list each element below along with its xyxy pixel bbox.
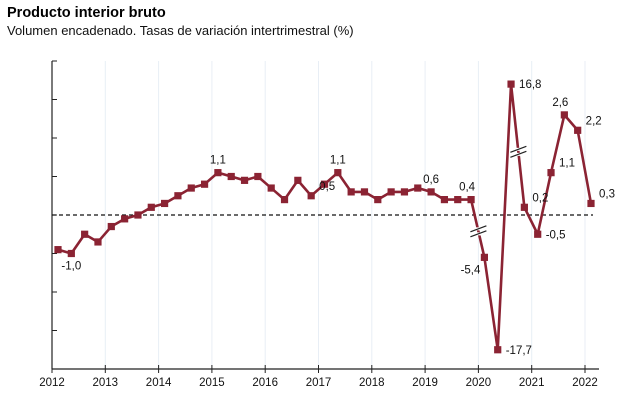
x-tick-label: 2020 bbox=[466, 377, 492, 389]
data-label: 0,2 bbox=[532, 192, 548, 204]
data-point bbox=[67, 249, 75, 258]
data-point bbox=[187, 184, 195, 192]
data-point bbox=[414, 184, 422, 192]
axis-break-marks bbox=[470, 145, 527, 238]
data-point bbox=[307, 192, 315, 200]
data-point bbox=[334, 169, 342, 177]
data-point bbox=[161, 199, 169, 208]
data-label: 0,5 bbox=[319, 181, 335, 193]
data-point bbox=[254, 172, 262, 181]
x-tick-label: 2015 bbox=[199, 377, 225, 389]
x-tick-label: 2012 bbox=[39, 377, 65, 389]
break-mark bbox=[470, 225, 487, 233]
data-point bbox=[520, 203, 528, 211]
data-point bbox=[440, 196, 449, 204]
break-mark bbox=[470, 230, 487, 238]
data-point bbox=[294, 176, 302, 184]
data-point bbox=[320, 180, 329, 188]
data-point bbox=[240, 176, 249, 184]
data-point bbox=[387, 188, 395, 196]
data-point bbox=[360, 188, 369, 196]
data-point bbox=[454, 196, 462, 204]
data-point bbox=[94, 238, 102, 246]
data-point bbox=[214, 169, 222, 177]
data-label: -1,0 bbox=[61, 261, 81, 273]
data-point bbox=[280, 196, 289, 204]
data-point bbox=[227, 172, 235, 181]
data-label: 1,1 bbox=[210, 155, 226, 167]
data-point bbox=[267, 184, 275, 192]
data-point bbox=[467, 196, 475, 204]
data-label: 0,3 bbox=[599, 188, 615, 200]
data-point bbox=[547, 169, 555, 177]
data-point bbox=[534, 230, 542, 238]
data-point bbox=[81, 230, 89, 238]
data-label: 1,1 bbox=[559, 158, 575, 170]
data-point bbox=[587, 199, 595, 208]
chart-title: Producto interior bruto bbox=[7, 5, 166, 21]
data-point bbox=[400, 188, 409, 196]
data-point bbox=[574, 126, 582, 134]
data-point bbox=[134, 211, 142, 219]
x-tick-label: 2018 bbox=[359, 377, 385, 389]
x-tick-labels: 2012 2013 2014 2015 2016 2017 2018 2019 2020 2021… bbox=[39, 377, 598, 389]
data-point bbox=[560, 111, 568, 119]
data-labels: -1,0 1,1 0,5 1,1 0,6 0,4 -5,4 -17,7 16,8 0,2 -0,5 1… bbox=[61, 79, 615, 357]
data-point bbox=[507, 80, 515, 88]
series-pib bbox=[54, 80, 595, 354]
data-point bbox=[347, 188, 355, 196]
data-label: 2,6 bbox=[552, 97, 568, 109]
x-tick-label: 2016 bbox=[252, 377, 278, 389]
x-tick-label: 2019 bbox=[412, 377, 438, 389]
data-point bbox=[374, 196, 382, 204]
x-tick-label: 2017 bbox=[306, 377, 332, 389]
data-label: -0,5 bbox=[546, 229, 566, 241]
data-point bbox=[54, 246, 62, 254]
data-point bbox=[480, 253, 488, 261]
data-point bbox=[494, 346, 502, 354]
data-label: 0,6 bbox=[423, 174, 439, 186]
x-tick-label: 2021 bbox=[519, 377, 545, 389]
data-point bbox=[174, 192, 182, 200]
break-mark bbox=[510, 145, 527, 153]
data-point bbox=[147, 203, 155, 211]
data-label: -17,7 bbox=[506, 345, 532, 357]
data-label: 0,4 bbox=[459, 182, 476, 194]
data-label: -5,4 bbox=[461, 264, 481, 276]
x-tick-label: 2013 bbox=[93, 377, 119, 389]
x-tick-label: 2014 bbox=[146, 377, 172, 389]
break-mark bbox=[510, 150, 527, 158]
data-point bbox=[121, 215, 129, 223]
data-point bbox=[427, 188, 435, 196]
chart-subtitle: Volumen encadenado. Tasas de variación i… bbox=[7, 23, 354, 38]
data-point bbox=[107, 222, 115, 231]
data-label: 1,1 bbox=[330, 155, 346, 167]
x-tick-label: 2022 bbox=[572, 377, 598, 389]
data-label: 2,2 bbox=[586, 115, 602, 127]
data-label: 16,8 bbox=[519, 79, 541, 91]
data-point bbox=[200, 180, 209, 188]
